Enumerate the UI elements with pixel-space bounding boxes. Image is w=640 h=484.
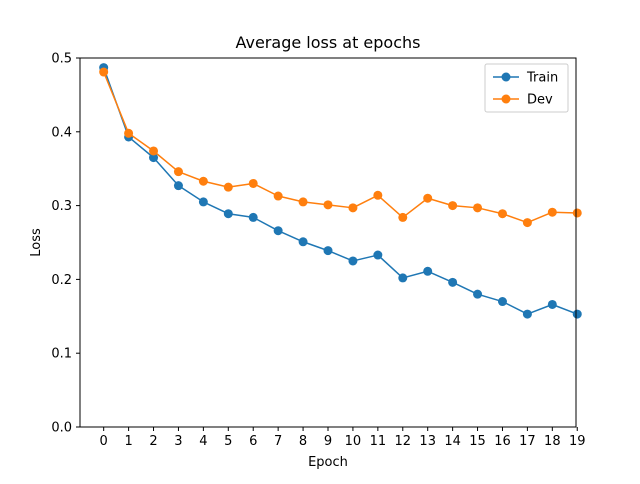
dev-data-point xyxy=(497,209,507,219)
train-data-point xyxy=(149,153,159,163)
train-data-point xyxy=(248,212,258,222)
train-data-point xyxy=(572,309,582,319)
train-data-point xyxy=(323,246,333,256)
y-tick-label: 0.4 xyxy=(51,125,72,140)
y-tick-label: 0.5 xyxy=(51,52,72,67)
y-tick-label: 0.1 xyxy=(51,347,72,362)
dev-data-point xyxy=(423,193,433,203)
train-data-point xyxy=(522,309,532,319)
x-tick-label: 12 xyxy=(395,434,412,449)
y-tick-label: 0.2 xyxy=(51,273,72,288)
train-data-point xyxy=(398,273,408,283)
y-axis: 0.0 0.1 0.2 0.3 0.4 0.5 xyxy=(51,52,80,436)
train-data-point xyxy=(348,256,358,266)
x-tick-label: 11 xyxy=(370,434,387,449)
dev-data-point xyxy=(373,190,383,200)
x-tick-label: 4 xyxy=(199,434,207,449)
dev-data-point xyxy=(522,218,532,228)
legend-train-marker xyxy=(501,72,511,82)
train-data-point xyxy=(298,237,308,247)
x-tick-label: 16 xyxy=(494,434,511,449)
dev-data-point xyxy=(298,197,308,207)
dev-data-point xyxy=(248,178,258,188)
train-data-point xyxy=(473,289,483,299)
legend-dev-label: Dev xyxy=(527,93,553,108)
y-tick-label: 0.0 xyxy=(51,421,72,436)
dev-data-point xyxy=(273,191,283,201)
dev-data-point xyxy=(198,176,208,186)
dev-data-point xyxy=(448,201,458,211)
dev-data-point xyxy=(572,208,582,218)
x-tick-label: 14 xyxy=(444,434,461,449)
x-tick-label: 17 xyxy=(519,434,536,449)
train-data-point xyxy=(198,197,208,207)
x-tick-label: 7 xyxy=(274,434,282,449)
train-data-point xyxy=(223,209,233,219)
x-tick-label: 13 xyxy=(419,434,436,449)
chart-title: Average loss at epochs xyxy=(235,33,420,52)
train-data-point xyxy=(173,181,183,191)
legend-dev-marker xyxy=(501,94,511,104)
dev-data-point xyxy=(124,128,134,138)
dev-data-point xyxy=(547,207,557,217)
dev-data-point xyxy=(323,200,333,210)
dev-data-point xyxy=(223,182,233,192)
dev-data-point xyxy=(149,146,159,156)
x-tick-label: 6 xyxy=(249,434,257,449)
train-data-point xyxy=(497,297,507,307)
x-tick-label: 8 xyxy=(299,434,307,449)
x-tick-label: 5 xyxy=(224,434,232,449)
x-axis: 0 1 2 3 4 5 6 7 8 9 10 11 12 13 14 15 16 17 18 19 xyxy=(100,427,586,449)
x-axis-label: Epoch xyxy=(308,455,348,470)
dev-data-point xyxy=(398,212,408,222)
dev-data-point xyxy=(99,67,109,77)
legend: Train Dev xyxy=(484,63,569,113)
train-data-point xyxy=(547,299,557,309)
train-data-point xyxy=(273,226,283,236)
dev-data-point xyxy=(473,203,483,213)
train-data-point xyxy=(373,250,383,260)
dev-data-point xyxy=(173,167,183,177)
dev-data-point xyxy=(348,203,358,213)
x-tick-label: 9 xyxy=(324,434,332,449)
x-tick-label: 2 xyxy=(149,434,157,449)
x-tick-label: 18 xyxy=(544,434,561,449)
x-tick-label: 3 xyxy=(174,434,182,449)
y-tick-label: 0.3 xyxy=(51,199,72,214)
x-tick-label: 15 xyxy=(469,434,486,449)
train-data-point xyxy=(448,277,458,287)
x-tick-label: 19 xyxy=(569,434,586,449)
x-tick-label: 0 xyxy=(100,434,108,449)
series-layer xyxy=(99,63,582,319)
legend-train-label: Train xyxy=(526,71,558,86)
y-axis-label: Loss xyxy=(29,228,44,257)
x-tick-label: 1 xyxy=(124,434,132,449)
x-tick-label: 10 xyxy=(345,434,362,449)
train-data-point xyxy=(423,266,433,276)
